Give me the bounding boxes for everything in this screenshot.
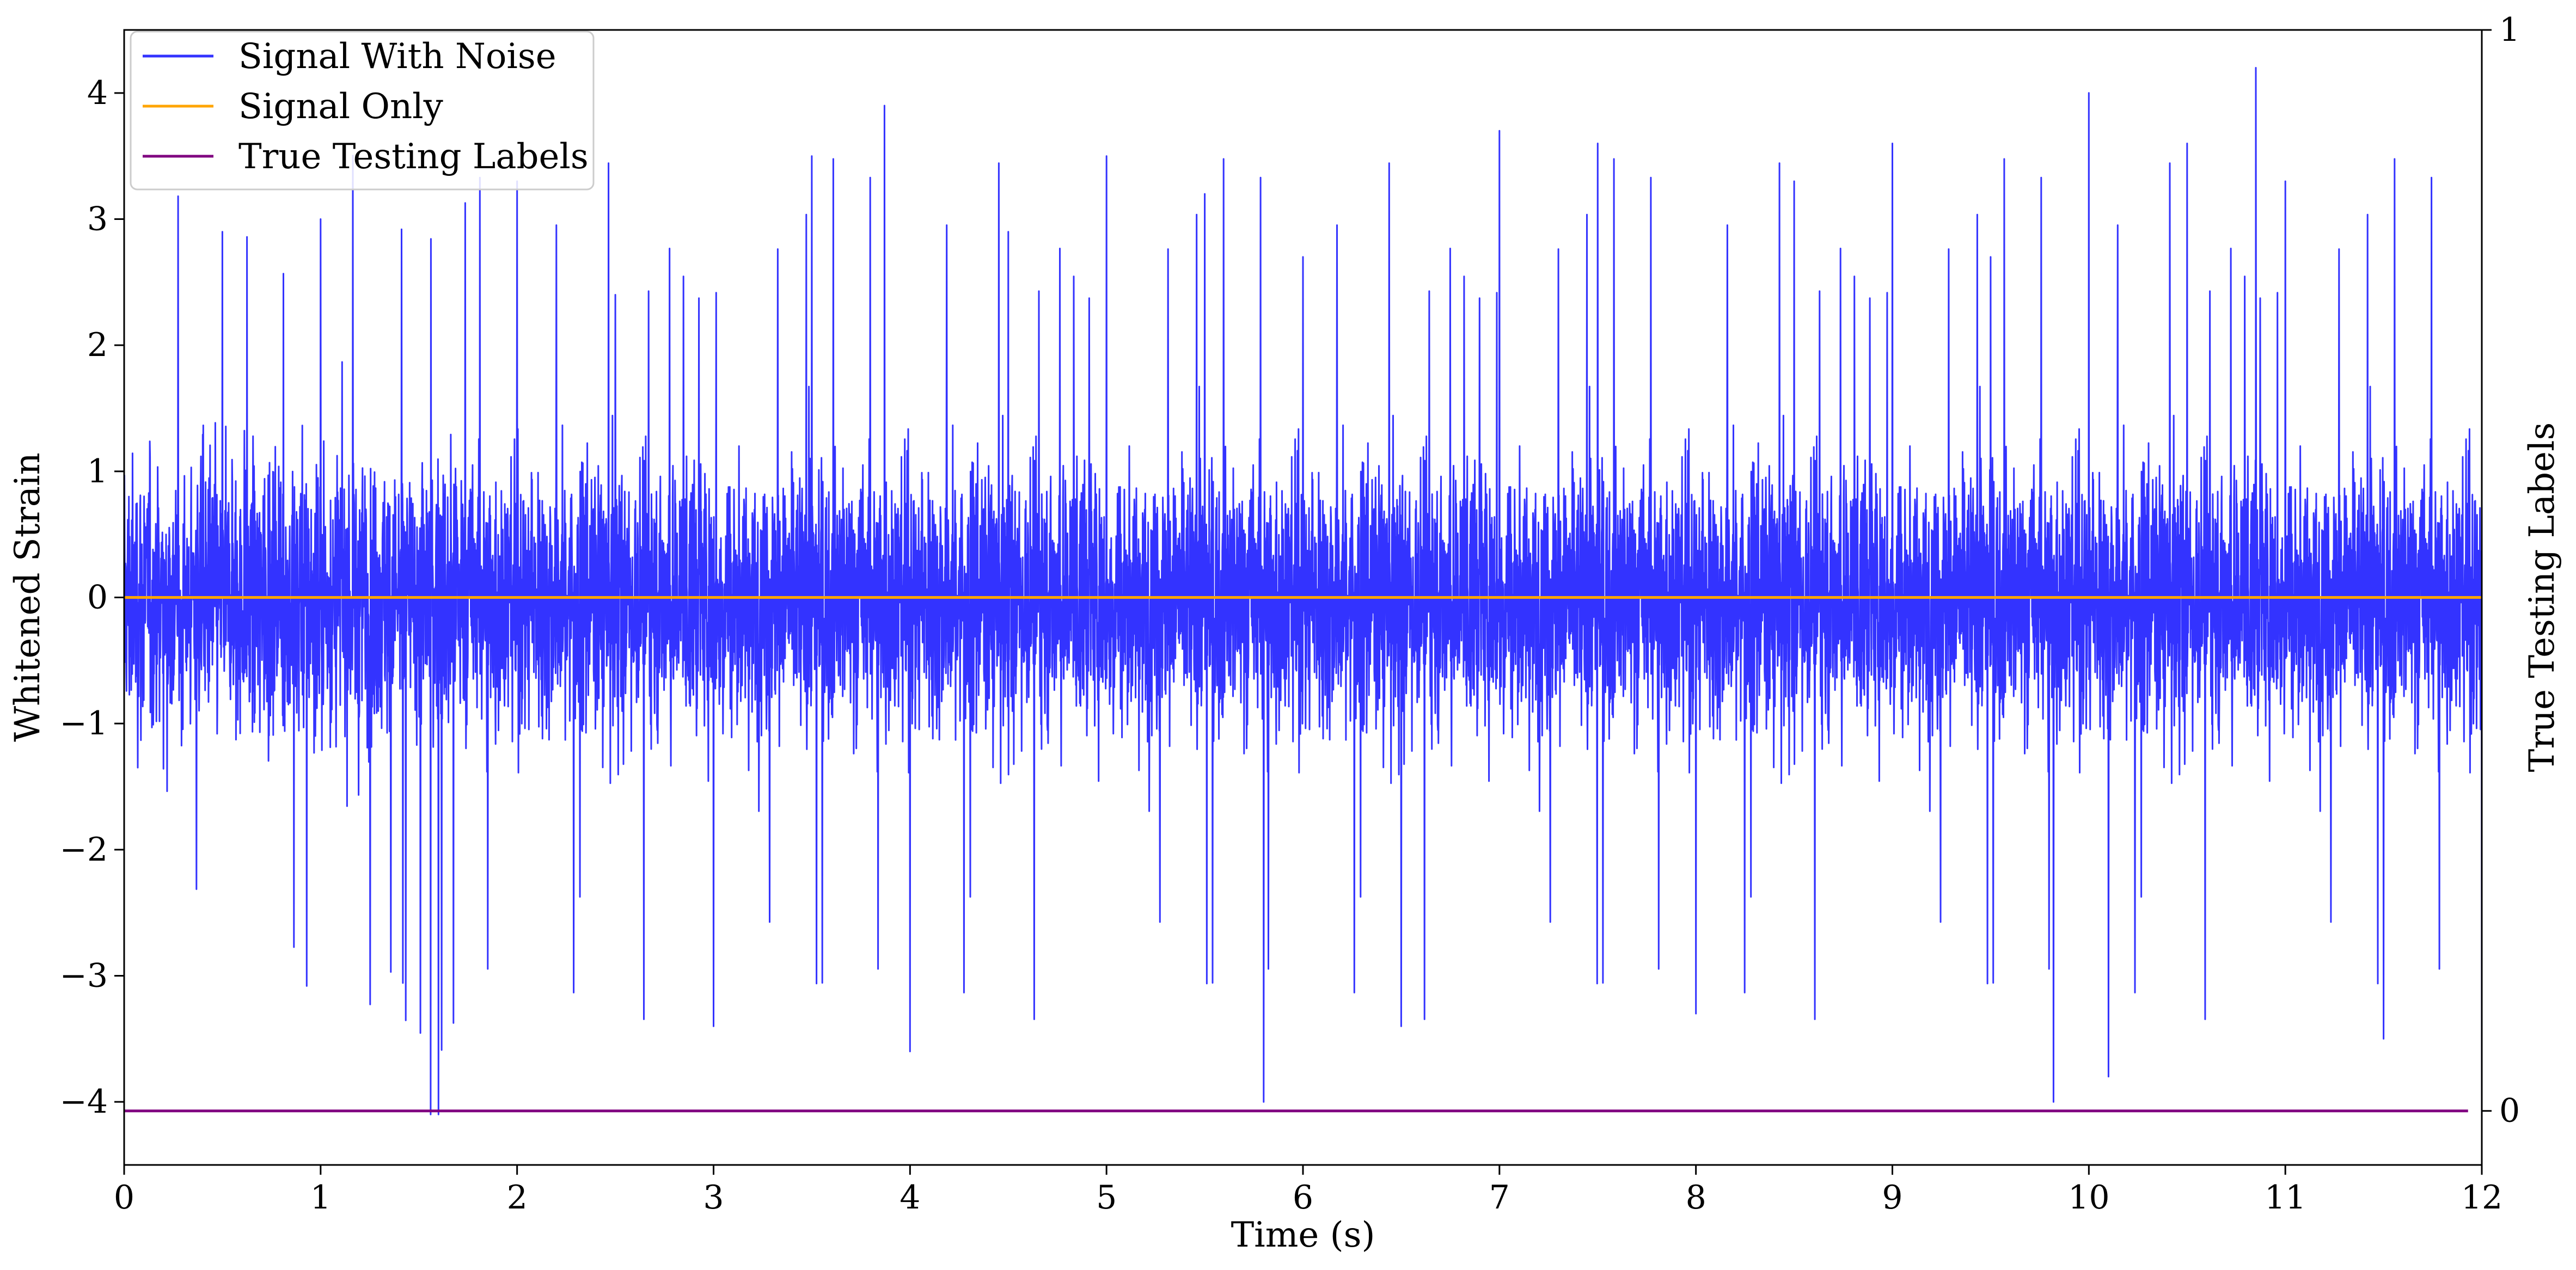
y-axis-title: Whitened Strain [8,452,48,741]
legend-label-true-testing-labels: True Testing Labels [238,137,589,177]
x-tick-label: 3 [703,1179,724,1217]
y-tick-label: −4 [60,1083,108,1121]
x-tick-label: 10 [2068,1179,2109,1217]
x-tick-label: 4 [900,1179,920,1217]
x-tick-label: 11 [2265,1179,2306,1217]
y-tick-label: 4 [87,74,108,112]
x-tick-label: 1 [310,1179,331,1217]
y2-axis: 10 [2482,11,2520,1130]
y-axis: 4 3 2 1 0 −1 −2 −3 −4 [60,74,124,1121]
y-tick-label: −3 [60,957,108,995]
y-tick-label: 0 [87,579,108,617]
x-tick-label: 7 [1489,1179,1510,1217]
y2-tick-label: 1 [2499,11,2520,49]
legend-label-signal-only: Signal Only [238,87,443,127]
y2-axis-title: True Testing Labels [2522,422,2562,772]
legend-label-signal-with-noise: Signal With Noise [238,36,556,77]
x-tick-label: 2 [507,1179,528,1217]
y-tick-label: −1 [60,704,108,743]
legend-frame [130,30,595,191]
x-tick-label: 0 [114,1179,134,1217]
y2-tick-label: 0 [2499,1092,2520,1130]
x-tick-label: 9 [1882,1179,1902,1217]
y-tick-label: −2 [60,831,108,869]
x-tick-label: 8 [1686,1179,1706,1217]
x-axis: 0 1 2 3 4 5 6 7 8 9 10 11 12 [114,1165,2502,1217]
x-tick-label: 6 [1293,1179,1313,1217]
x-tick-label: 12 [2461,1179,2502,1217]
legend: Signal With Noise Signal Only True Testi… [130,30,595,191]
y-tick-label: 1 [87,452,108,490]
y-tick-label: 2 [87,326,108,364]
y-tick-label: 3 [87,200,108,238]
x-tick-label: 5 [1096,1179,1117,1217]
x-axis-title: Time (s) [1231,1215,1375,1255]
